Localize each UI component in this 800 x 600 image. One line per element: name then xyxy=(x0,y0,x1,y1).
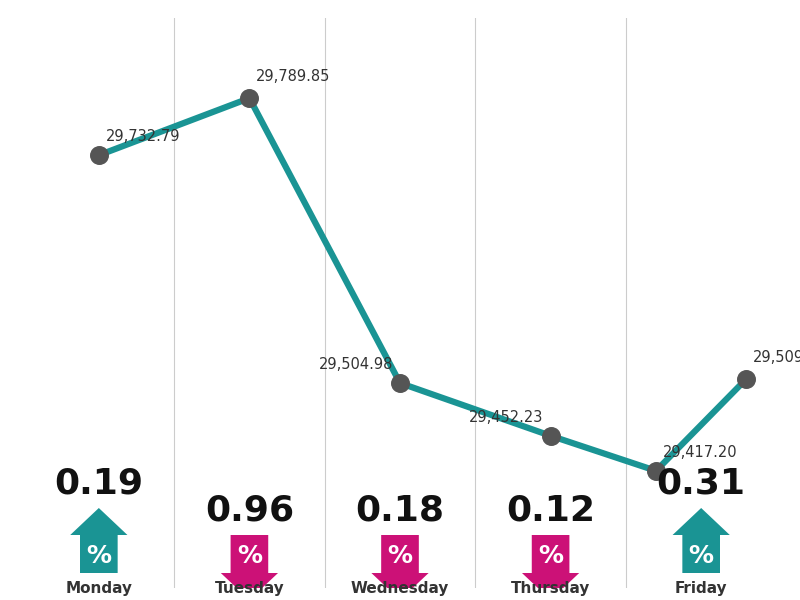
Point xyxy=(740,374,753,383)
Text: %: % xyxy=(387,544,413,568)
Text: Wednesday: Wednesday xyxy=(351,581,449,596)
Text: 29,789.85: 29,789.85 xyxy=(256,69,330,84)
Text: Thursday: Thursday xyxy=(511,581,590,596)
Text: 0.96: 0.96 xyxy=(205,493,294,527)
Text: 29,417.20: 29,417.20 xyxy=(663,445,738,460)
Polygon shape xyxy=(673,508,730,573)
Text: Monday: Monday xyxy=(66,581,132,596)
Polygon shape xyxy=(70,508,127,573)
Polygon shape xyxy=(371,535,429,600)
Text: 0.19: 0.19 xyxy=(54,466,143,500)
Text: Friday: Friday xyxy=(675,581,727,596)
Text: Tuesday: Tuesday xyxy=(214,581,284,596)
Text: 29,732.79: 29,732.79 xyxy=(106,129,180,144)
Polygon shape xyxy=(221,535,278,600)
Point xyxy=(394,378,406,388)
Text: 0.18: 0.18 xyxy=(355,493,445,527)
Text: 29,509.11: 29,509.11 xyxy=(754,350,800,365)
Text: %: % xyxy=(237,544,262,568)
Point xyxy=(544,431,557,440)
Text: %: % xyxy=(86,544,111,568)
Point xyxy=(650,466,662,476)
Point xyxy=(93,151,106,160)
Text: %: % xyxy=(689,544,714,568)
Text: %: % xyxy=(538,544,563,568)
Text: 29,452.23: 29,452.23 xyxy=(470,410,544,425)
Point xyxy=(243,94,256,103)
Polygon shape xyxy=(522,535,579,600)
Text: 29,504.98: 29,504.98 xyxy=(318,357,393,372)
Text: 0.12: 0.12 xyxy=(506,493,595,527)
Text: 0.31: 0.31 xyxy=(657,466,746,500)
